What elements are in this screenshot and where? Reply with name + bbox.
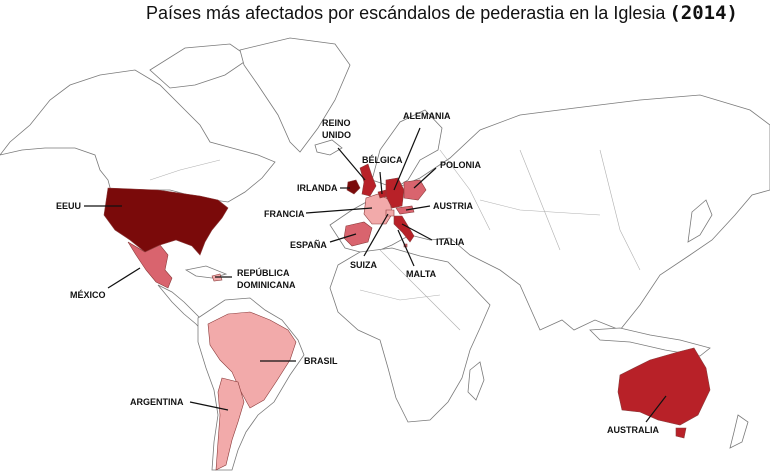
land-iceland (314, 139, 343, 156)
land-africa (329, 247, 491, 423)
country-australia-tasmania (675, 427, 687, 439)
highlighted-countries (103, 163, 711, 471)
label-francia: FRANCIA (264, 209, 305, 219)
leader-italia (401, 223, 433, 241)
leader-argentina (189, 401, 229, 411)
country-mexico (127, 241, 173, 289)
label-republica-dominicana-line1: REPÚBLICA (237, 267, 290, 278)
label-italia: ITALIA (436, 237, 465, 247)
country-australia (617, 347, 711, 426)
map-title-text: Países más afectados por escándalos de p… (146, 3, 666, 23)
world-map: EEUU MÉXICO REPÚBLICA DOMINICANA BRASIL A… (0, 37, 770, 471)
country-brasil (207, 311, 297, 409)
leader-espana (329, 233, 357, 243)
land-eurasia (329, 94, 770, 331)
label-mexico: MÉXICO (70, 290, 106, 300)
label-reino-unido-line2: UNIDO (322, 130, 351, 140)
leader-malta (397, 229, 415, 267)
label-republica-dominicana-line2: DOMINICANA (237, 280, 296, 290)
country-argentina (215, 377, 245, 471)
leader-reino-unido (337, 147, 366, 181)
label-austria: AUSTRIA (433, 201, 473, 211)
leader-mexico (107, 267, 141, 289)
map-title-year: (2014) (669, 2, 738, 24)
leader-belgica (379, 171, 383, 195)
leader-suiza (363, 213, 389, 257)
label-republica-dominicana: REPÚBLICA DOMINICANA (237, 267, 296, 290)
country-labels: EEUU MÉXICO REPÚBLICA DOMINICANA BRASIL A… (56, 111, 659, 435)
label-reino-unido-line1: REINO (322, 118, 351, 128)
label-irlanda: IRLANDA (297, 183, 338, 193)
country-reino-unido (359, 163, 377, 197)
land-greenland (239, 37, 351, 153)
label-brasil: BRASIL (304, 356, 338, 366)
leader-polonia (413, 167, 437, 189)
land-new-zealand (729, 414, 749, 449)
country-eeuu (103, 187, 229, 256)
leader-australia (645, 395, 667, 423)
land-indonesia (589, 327, 711, 357)
label-belgica: BÉLGICA (362, 155, 403, 165)
leader-lines (84, 127, 667, 423)
label-malta: MALTA (406, 269, 437, 279)
land-north-america (0, 69, 276, 203)
leader-francia (305, 207, 373, 214)
label-alemania: ALEMANIA (403, 111, 451, 121)
label-argentina: ARGENTINA (130, 397, 184, 407)
land-madagascar (467, 361, 485, 401)
country-alemania (385, 177, 405, 209)
land-canada-islands (149, 43, 251, 89)
country-irlanda (346, 179, 361, 195)
land-scandinavia (371, 109, 443, 189)
country-italia (393, 215, 415, 243)
leader-austria (405, 205, 431, 211)
label-australia: AUSTRALIA (607, 425, 659, 435)
country-polonia (403, 179, 427, 201)
label-polonia: POLONIA (440, 160, 482, 170)
label-eeuu: EEUU (56, 201, 81, 211)
land-japan (687, 199, 713, 243)
country-austria (395, 205, 415, 215)
map-title: Países más afectados por escándalos de p… (0, 2, 738, 24)
leader-alemania (393, 127, 421, 191)
label-espana: ESPAÑA (290, 240, 327, 250)
label-reino-unido: REINO UNIDO (322, 118, 351, 140)
label-suiza: SUIZA (350, 260, 378, 270)
